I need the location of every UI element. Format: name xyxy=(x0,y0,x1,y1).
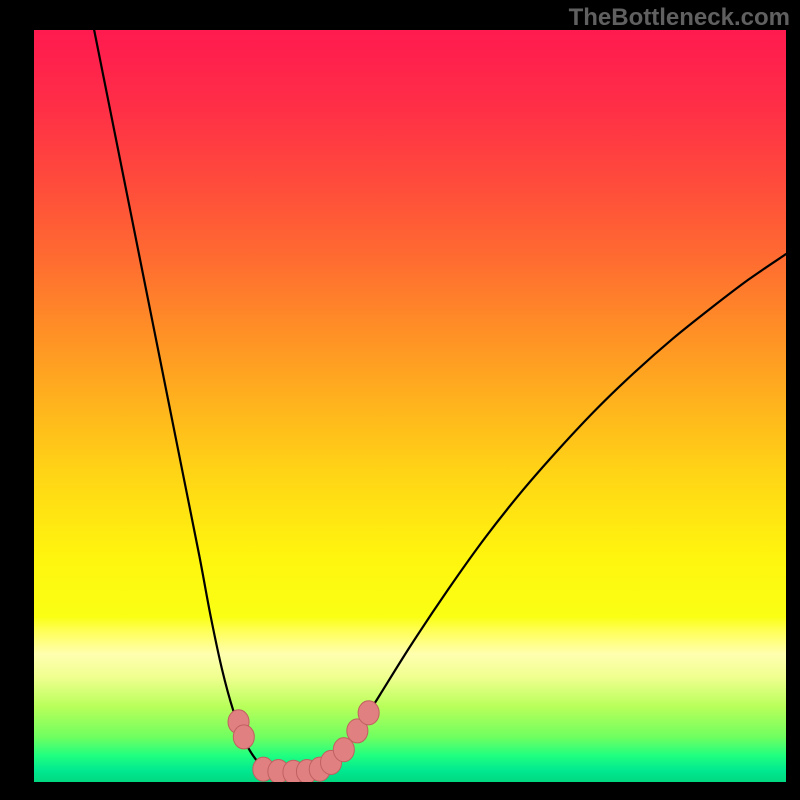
marker-dot xyxy=(233,725,254,749)
watermark-text: TheBottleneck.com xyxy=(569,4,790,32)
gradient-background xyxy=(34,30,786,782)
plot-svg xyxy=(34,30,786,782)
marker-dot xyxy=(358,701,379,725)
